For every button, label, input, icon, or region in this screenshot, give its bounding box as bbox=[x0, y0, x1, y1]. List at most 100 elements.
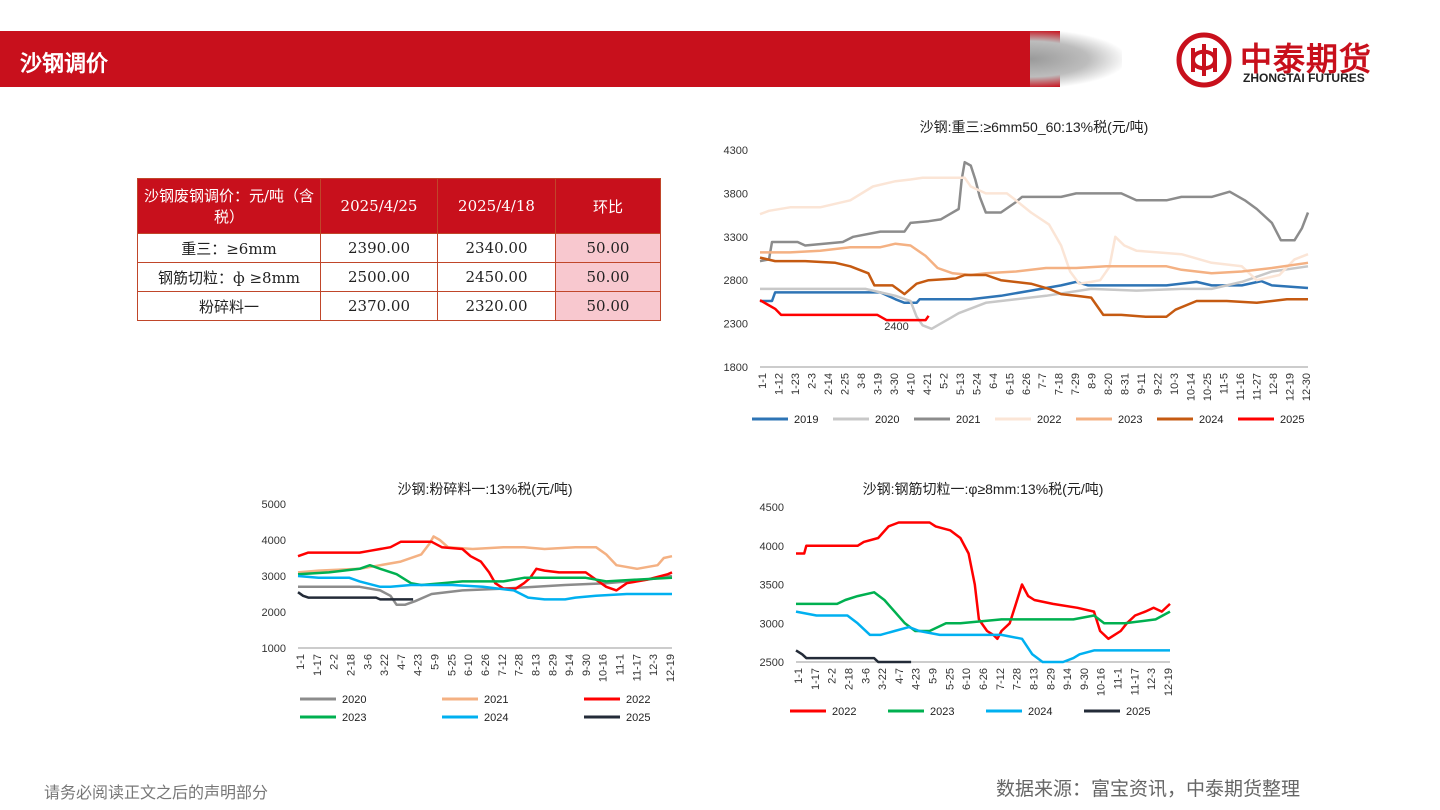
legend-label: 2019 bbox=[794, 414, 818, 426]
x-tick-label: 9-11 bbox=[1136, 373, 1148, 394]
x-tick-label: 10-16 bbox=[1096, 668, 1108, 696]
price-adjustment-table: 沙钢废钢调价：元/吨（含税） 2025/4/25 2025/4/18 环比 重三… bbox=[137, 178, 661, 321]
table-cell-change: 50.00 bbox=[555, 233, 661, 263]
x-tick-label: 3-22 bbox=[379, 654, 391, 676]
y-tick-label: 2500 bbox=[760, 657, 784, 669]
series-line-2021 bbox=[759, 160, 1310, 263]
series-line-2025 bbox=[795, 649, 912, 664]
x-tick-label: 7-28 bbox=[514, 654, 526, 676]
x-tick-label: 1-12 bbox=[773, 373, 785, 395]
x-tick-label: 4-7 bbox=[396, 654, 408, 670]
table-cell: 2390.00 bbox=[320, 233, 438, 263]
table-cell: 2370.00 bbox=[320, 291, 438, 321]
x-tick-label: 8-13 bbox=[1028, 668, 1040, 690]
x-tick-label: 6-10 bbox=[961, 668, 973, 690]
x-tick-label: 2-18 bbox=[345, 654, 357, 676]
x-tick-label: 9-22 bbox=[1153, 373, 1165, 395]
x-tick-label: 7-7 bbox=[1037, 373, 1049, 389]
table-cell-change: 50.00 bbox=[555, 291, 661, 321]
x-tick-label: 5-9 bbox=[928, 668, 940, 684]
legend-label: 2022 bbox=[1037, 414, 1061, 426]
y-tick-label: 4300 bbox=[724, 145, 748, 157]
legend-label: 2020 bbox=[342, 694, 366, 706]
x-tick-label: 8-9 bbox=[1087, 373, 1099, 389]
x-tick-label: 5-25 bbox=[944, 668, 956, 690]
table-cell-item: 钢筋切粒：ф ≥8mm bbox=[137, 262, 321, 292]
x-tick-label: 9-14 bbox=[564, 654, 576, 676]
x-tick-label: 10-3 bbox=[1169, 373, 1181, 395]
x-tick-label: 3-6 bbox=[860, 668, 872, 684]
legend-label: 2021 bbox=[956, 414, 980, 426]
chart-title: 沙钢:钢筋切粒一:φ≥8mm:13%税(元/吨) bbox=[863, 481, 1104, 497]
series-line-2023 bbox=[760, 242, 1309, 277]
x-tick-label: 12-8 bbox=[1268, 373, 1280, 395]
x-tick-label: 1-17 bbox=[810, 668, 822, 690]
series-line-2025 bbox=[297, 591, 414, 601]
table-cell: 2320.00 bbox=[437, 291, 556, 321]
x-tick-label: 7-18 bbox=[1054, 373, 1066, 395]
table-row: 粉碎料一 2370.00 2320.00 50.00 bbox=[137, 291, 661, 321]
series-line-2022 bbox=[759, 176, 1309, 285]
y-tick-label: 4000 bbox=[262, 535, 286, 547]
x-tick-label: 2-25 bbox=[839, 373, 851, 395]
x-tick-label: 9-30 bbox=[1079, 668, 1091, 690]
x-tick-label: 11-17 bbox=[1129, 668, 1141, 695]
x-tick-label: 12-3 bbox=[648, 654, 660, 676]
x-tick-label: 6-26 bbox=[978, 668, 990, 690]
brand-name-cn: 中泰期货 bbox=[1240, 41, 1373, 77]
x-tick-label: 8-31 bbox=[1120, 373, 1132, 395]
x-tick-label: 7-12 bbox=[995, 668, 1007, 690]
legend-label: 2023 bbox=[342, 712, 366, 724]
legend-label: 2024 bbox=[1199, 414, 1223, 426]
legend-label: 2025 bbox=[1280, 414, 1304, 426]
x-tick-label: 9-30 bbox=[581, 654, 593, 676]
x-tick-label: 4-10 bbox=[905, 373, 917, 395]
y-tick-label: 2800 bbox=[724, 275, 748, 287]
x-tick-label: 5-25 bbox=[446, 654, 458, 676]
y-tick-label: 5000 bbox=[262, 499, 286, 511]
table-cell: 2500.00 bbox=[320, 262, 438, 292]
x-tick-label: 1-17 bbox=[312, 654, 324, 676]
x-tick-label: 8-20 bbox=[1103, 373, 1115, 395]
table-cell: 2450.00 bbox=[437, 262, 556, 292]
series-line-2024 bbox=[795, 610, 1170, 664]
series-line-2021 bbox=[297, 535, 673, 574]
x-tick-label: 4-23 bbox=[413, 654, 425, 676]
legend-label: 2022 bbox=[832, 706, 856, 718]
x-tick-label: 3-6 bbox=[362, 654, 374, 670]
table-header-cell: 2025/4/25 bbox=[320, 178, 438, 234]
x-tick-label: 12-3 bbox=[1146, 668, 1158, 690]
table-cell: 2340.00 bbox=[437, 233, 556, 263]
x-tick-label: 8-29 bbox=[1045, 668, 1057, 690]
x-tick-label: 2-3 bbox=[806, 373, 818, 389]
x-tick-label: 1-1 bbox=[295, 654, 307, 670]
legend-label: 2023 bbox=[1118, 414, 1142, 426]
y-tick-label: 4000 bbox=[760, 541, 784, 553]
y-tick-label: 4500 bbox=[760, 502, 784, 514]
brand-name-en: ZHONGTAI FUTURES bbox=[1243, 71, 1365, 85]
y-tick-label: 3800 bbox=[724, 188, 748, 200]
x-tick-label: 2-2 bbox=[827, 668, 839, 684]
series-line-2020 bbox=[298, 574, 673, 607]
y-tick-label: 3000 bbox=[262, 571, 286, 583]
table-cell-item: 粉碎料一 bbox=[137, 291, 321, 321]
x-tick-label: 1-1 bbox=[757, 373, 769, 389]
x-tick-label: 12-19 bbox=[665, 654, 677, 682]
table-header-cell: 沙钢废钢调价：元/吨（含税） bbox=[137, 178, 321, 234]
x-tick-label: 5-13 bbox=[955, 373, 967, 395]
x-tick-label: 8-29 bbox=[547, 654, 559, 676]
table-row: 重三：≥6mm 2390.00 2340.00 50.00 bbox=[137, 233, 661, 263]
x-tick-label: 11-16 bbox=[1235, 373, 1247, 400]
x-tick-label: 6-10 bbox=[463, 654, 475, 676]
series-line-2023 bbox=[297, 563, 673, 587]
table-header-cell: 环比 bbox=[555, 178, 661, 234]
x-tick-label: 3-22 bbox=[877, 668, 889, 690]
legend-label: 2025 bbox=[626, 712, 650, 724]
x-tick-label: 12-30 bbox=[1301, 373, 1313, 401]
series-line-2025 bbox=[759, 299, 930, 322]
header-bar-shadow bbox=[1030, 31, 1122, 87]
x-tick-label: 3-19 bbox=[872, 373, 884, 395]
x-tick-label: 11-1 bbox=[1113, 668, 1125, 689]
x-tick-label: 10-16 bbox=[598, 654, 610, 682]
x-tick-label: 9-14 bbox=[1062, 668, 1074, 690]
